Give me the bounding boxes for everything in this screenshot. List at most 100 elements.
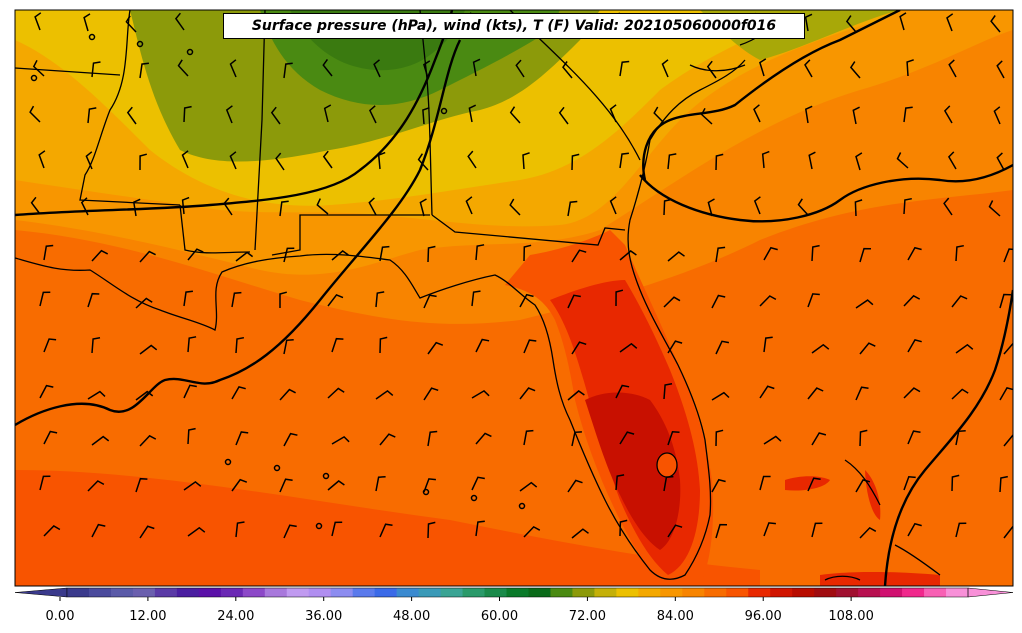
wind-barb <box>423 478 436 493</box>
wind-barb <box>87 480 105 492</box>
wind-barb <box>368 197 377 216</box>
colorbar-tick-label: 24.00 <box>217 609 254 624</box>
map-plot-area <box>15 10 1013 586</box>
wind-barb <box>379 245 390 262</box>
wind-barb <box>759 475 771 491</box>
wind-barb <box>91 249 109 262</box>
isobar-5 <box>883 289 1013 586</box>
wind-barb <box>331 435 350 445</box>
wind-barb <box>519 293 534 308</box>
wind-barb <box>999 475 1008 493</box>
wind-barb <box>471 389 490 399</box>
bahamas-andros <box>785 476 830 491</box>
wind-barb <box>715 523 728 539</box>
wind-barb <box>43 430 58 445</box>
wind-barb <box>663 198 672 216</box>
wind-barb <box>763 435 782 445</box>
wind-barb <box>316 198 329 215</box>
colorbar-tick-label: 12.00 <box>129 609 166 624</box>
colorbar-swatch <box>572 588 595 597</box>
wind-barb <box>522 152 530 170</box>
wind-barb <box>711 478 726 493</box>
wind-barb <box>231 291 242 308</box>
wind-barb <box>951 388 969 400</box>
wind-barb <box>177 59 189 77</box>
wind-barb <box>283 432 298 447</box>
cuba-north-coast <box>820 571 940 586</box>
wind-barb <box>423 60 431 79</box>
wind-barb <box>39 384 54 399</box>
wind-barb <box>859 429 868 447</box>
wind-barb <box>235 521 245 538</box>
wind-barb <box>951 295 968 308</box>
wind-barb <box>523 429 534 446</box>
wind-barb <box>379 523 393 538</box>
wind-barb <box>38 150 46 169</box>
wind-barb <box>558 106 569 125</box>
wind-barb <box>562 61 573 79</box>
florida-hottest <box>585 392 681 550</box>
wind-barb <box>368 105 377 124</box>
colorbar-swatch <box>616 588 639 597</box>
wind-barb <box>472 58 481 77</box>
wind-barb <box>523 525 541 538</box>
wind-barb <box>804 13 813 32</box>
wind-barb <box>996 152 1005 171</box>
wind-barb <box>667 431 680 446</box>
wind-barb <box>797 198 809 216</box>
wind-barb <box>711 294 726 309</box>
colorbar-swatch <box>352 588 376 597</box>
colorbar-swatch <box>660 588 683 597</box>
wind-barb <box>43 338 57 353</box>
wind-barb <box>903 106 913 123</box>
colorbar-swatch <box>88 588 112 597</box>
wind-barb <box>379 336 388 354</box>
wind-barb <box>279 291 287 308</box>
wind-barb <box>849 61 861 79</box>
wind-barb <box>700 107 713 125</box>
wind-barb <box>135 477 148 493</box>
wind-barb <box>43 525 61 537</box>
wind-barb <box>139 525 155 539</box>
wind-barb <box>331 250 349 261</box>
wind-barb <box>955 343 974 354</box>
colorbar-swatch <box>924 588 947 597</box>
wind-barb <box>903 197 912 215</box>
wind-barb <box>567 390 585 401</box>
wind-barb <box>955 522 967 538</box>
wind-barb <box>235 251 254 262</box>
wind-barb <box>323 104 332 123</box>
wind-barb <box>763 522 776 537</box>
wind-barb <box>907 246 922 261</box>
colorbar-swatch <box>726 588 749 597</box>
wind-barb <box>763 336 773 353</box>
wind-barb <box>852 106 860 125</box>
wind-barb <box>715 246 726 263</box>
wind-barb <box>711 391 730 401</box>
wind-barb <box>223 197 233 216</box>
wind-barb <box>427 341 444 355</box>
wind-barb <box>907 339 922 353</box>
wind-barb <box>619 60 630 77</box>
wind-barb <box>899 12 907 31</box>
wind-barb <box>619 152 629 169</box>
wind-barb <box>859 247 872 263</box>
wind-barb <box>135 390 154 401</box>
wind-barb <box>43 244 54 261</box>
colorbar-swatch <box>946 588 969 597</box>
wind-barb <box>91 61 101 78</box>
wind-barb <box>427 430 438 447</box>
wind-barb <box>235 431 249 446</box>
wind-barb <box>225 105 233 124</box>
wind-barb <box>663 383 673 400</box>
wind-barb <box>139 62 149 79</box>
wind-barb <box>91 435 110 446</box>
wind-barb <box>804 105 813 124</box>
wind-barb <box>174 12 185 31</box>
wind-barb <box>322 58 333 77</box>
wind-barb <box>468 104 477 123</box>
wind-barb <box>571 341 587 355</box>
colorbar-swatch <box>880 588 903 597</box>
wind-barb <box>993 106 1001 125</box>
